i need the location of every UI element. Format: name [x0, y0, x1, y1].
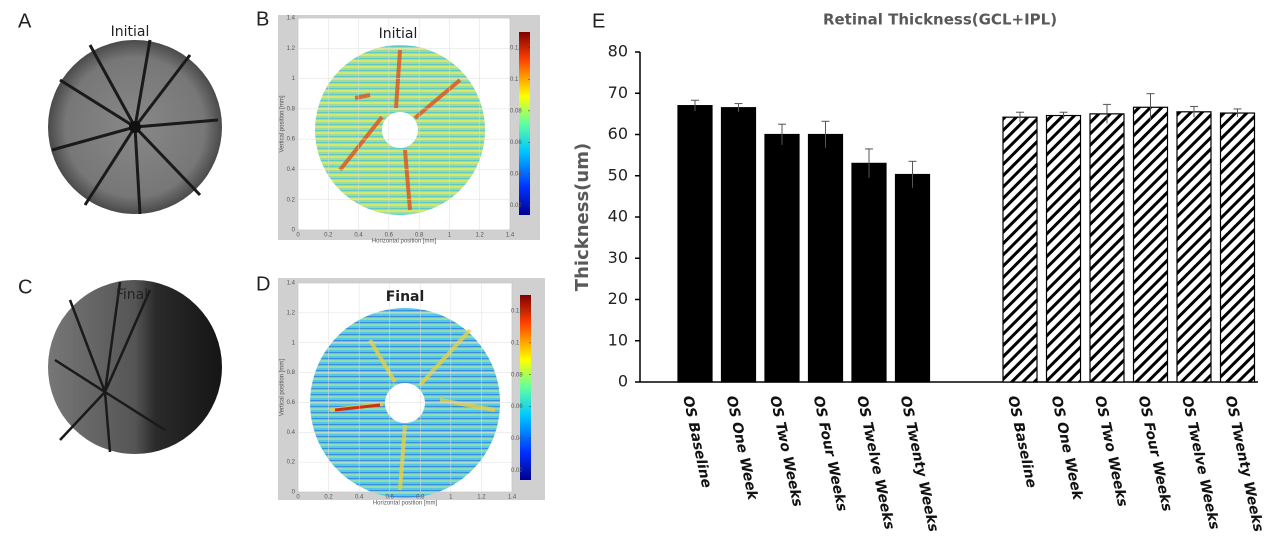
colorbar-tick-label: 0.08	[511, 372, 523, 378]
colorbar-tick-label: 0.02	[511, 468, 523, 474]
y-tick-label: 0.4	[287, 167, 296, 173]
x-tick-label: 0.4	[355, 495, 364, 501]
x-tick-label: OS Baseline	[1004, 394, 1039, 489]
chart-title: Retinal Thickness(GCL+IPL)	[823, 11, 1057, 29]
y-tick-label: 1.4	[287, 16, 296, 22]
colorbar-tick-label: 0.08	[510, 108, 522, 114]
heatmap-title: Final	[386, 289, 425, 305]
x-tick-label: OS Baseline	[679, 394, 714, 489]
bar	[1090, 114, 1124, 382]
image-title: Final	[116, 287, 148, 303]
y-tick-label: 70	[608, 83, 628, 102]
x-tick-label: OS Twelve Weeks	[853, 394, 897, 531]
panel-label: E	[592, 10, 605, 32]
x-tick-label: OS Twenty Weeks	[1222, 394, 1266, 533]
colorbar-tick-label: 0.1	[510, 77, 519, 83]
x-tick-label: OS One Week	[1048, 394, 1086, 503]
colorbar-tick-label: 0.12	[510, 45, 522, 51]
y-tick-label: 10	[608, 330, 628, 349]
x-axis-title: Horizontal position [mm]	[373, 501, 438, 507]
colorbar-tick-label: 0.06	[511, 404, 523, 410]
image-title: Initial	[111, 24, 150, 40]
x-tick-label: OS Two Weeks	[766, 394, 805, 508]
bar	[896, 175, 930, 382]
y-tick-label: 1.2	[287, 46, 296, 52]
colorbar	[519, 32, 530, 215]
bar	[1003, 117, 1037, 382]
y-axis-title: Vertical position [mm]	[280, 95, 286, 152]
x-tick-label: 1.2	[476, 233, 485, 239]
y-tick-label: 80	[608, 42, 628, 61]
y-tick-label: 60	[608, 124, 628, 143]
y-tick-label: 1.2	[287, 310, 296, 316]
x-tick-label: OS One Week	[723, 394, 761, 503]
x-tick-label: OS Four Weeks	[1135, 394, 1175, 513]
y-tick-label: 0.6	[287, 137, 296, 143]
bar	[1134, 107, 1168, 382]
y-tick-label: 20	[608, 289, 628, 308]
bar	[765, 135, 799, 383]
x-tick-label: OS Two Weeks	[1091, 394, 1130, 508]
colorbar	[520, 295, 531, 480]
bar	[809, 135, 843, 383]
x-tick-label: 1.4	[506, 233, 515, 239]
x-axis-title: Horizontal position [mm]	[372, 239, 437, 245]
y-tick-label: 0.2	[287, 197, 296, 203]
y-tick-label: 30	[608, 248, 628, 267]
colorbar-tick-label: 0.04	[510, 172, 522, 178]
y-tick-label: 1.4	[287, 281, 296, 287]
colorbar-tick-label: 0.1	[511, 340, 520, 346]
x-tick-label: OS Four Weeks	[810, 394, 850, 513]
y-axis-title: Vertical position [mm]	[280, 359, 286, 416]
y-tick-label: 0.8	[287, 370, 296, 376]
y-tick-label: 40	[608, 207, 628, 226]
bar	[852, 163, 886, 382]
fundus-image	[48, 280, 222, 454]
x-tick-label: 0.4	[354, 233, 363, 239]
bar	[678, 106, 712, 382]
x-tick-label: OS Twelve Weeks	[1178, 394, 1222, 531]
fundus-image	[48, 40, 222, 214]
y-tick-label: 0.4	[287, 430, 296, 436]
panel-label: A	[18, 10, 32, 32]
bar	[722, 108, 756, 382]
x-tick-label: 1.2	[477, 495, 486, 501]
y-tick-label: 0	[618, 372, 628, 391]
bar	[1047, 116, 1081, 382]
panel-label: C	[18, 276, 32, 298]
x-tick-label: 0.2	[324, 233, 333, 239]
x-tick-label: 1.4	[508, 495, 517, 501]
colorbar-tick-label: 0.06	[510, 140, 522, 146]
x-tick-label: 0.2	[324, 495, 333, 501]
heatmap-title: Initial	[379, 26, 418, 42]
colorbar-tick-label: 0.02	[510, 203, 522, 209]
y-axis-title: Thickness(um)	[572, 143, 593, 291]
panel-label: B	[256, 8, 269, 30]
y-tick-label: 0.2	[287, 460, 296, 466]
y-tick-label: 50	[608, 165, 628, 184]
x-tick-label: OS Twenty Weeks	[897, 394, 941, 533]
colorbar-tick-label: 0.04	[511, 436, 523, 442]
figure: Retinal Thickness(GCL+IPL) Thickness(um)…	[0, 0, 1288, 543]
colorbar-tick-label: 0.12	[511, 309, 523, 315]
y-tick-label: 0.6	[287, 400, 296, 406]
bar	[1221, 113, 1255, 382]
bar	[1177, 112, 1211, 382]
panel-label: D	[256, 273, 270, 295]
y-tick-label: 0.8	[287, 106, 296, 112]
